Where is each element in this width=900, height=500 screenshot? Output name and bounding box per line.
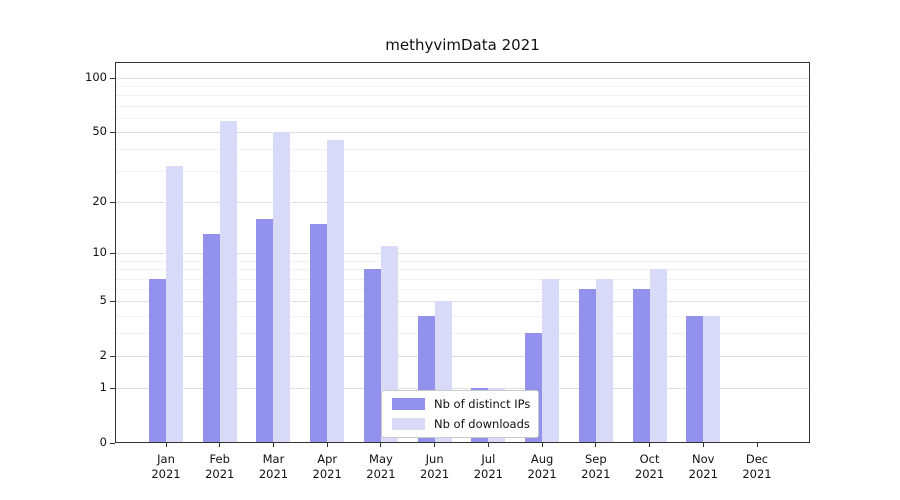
bar-nb-of-downloads-aug-2021 <box>542 278 560 443</box>
legend-label-downloads: Nb of downloads <box>434 417 530 431</box>
gridline-minor-3 <box>115 333 810 335</box>
gridline-minor-7 <box>115 278 810 280</box>
gridline-minor-60 <box>115 117 810 119</box>
y-tick-label-100: 100 <box>85 70 107 84</box>
gridline-1 <box>115 388 810 390</box>
y-tick-mark-0 <box>110 442 115 444</box>
gridline-10 <box>115 253 810 255</box>
gridline-minor-6 <box>115 289 810 291</box>
bar-nb-of-downloads-nov-2021 <box>703 315 721 443</box>
bar-nb-of-downloads-oct-2021 <box>649 269 667 443</box>
x-label-may-2021: May 2021 <box>366 452 396 481</box>
x-label-jan-2021: Jan 2021 <box>151 452 181 481</box>
x-tick-mark-mar-2021 <box>272 443 274 447</box>
bar-nb-of-distinct-ips-jan-2021 <box>149 278 166 443</box>
x-tick-mark-nov-2021 <box>702 443 704 447</box>
gridline-2 <box>115 356 810 358</box>
bar-nb-of-downloads-sep-2021 <box>595 278 613 443</box>
x-label-jun-2021: Jun 2021 <box>419 452 450 481</box>
gridline-minor-70 <box>115 105 810 107</box>
x-tick-mark-may-2021 <box>380 443 382 447</box>
x-tick-mark-dec-2021 <box>756 443 758 447</box>
bar-nb-of-distinct-ips-nov-2021 <box>686 315 704 443</box>
bar-nb-of-downloads-feb-2021 <box>219 120 237 443</box>
y-tick-mark-50 <box>110 131 115 133</box>
legend-swatch-downloads <box>392 418 425 430</box>
x-label-nov-2021: Nov 2021 <box>688 452 718 481</box>
gridline-5 <box>115 301 810 303</box>
y-tick-label-50: 50 <box>92 124 107 139</box>
y-tick-label-10: 10 <box>92 245 107 260</box>
bar-nb-of-distinct-ips-mar-2021 <box>256 218 274 443</box>
y-tick-mark-10 <box>110 252 115 254</box>
bar-nb-of-downloads-jan-2021 <box>166 166 183 443</box>
gridline-minor-30 <box>115 171 810 173</box>
y-tick-label-1: 1 <box>99 380 107 395</box>
gridline-20 <box>115 202 810 204</box>
bar-nb-of-distinct-ips-apr-2021 <box>310 223 328 443</box>
x-label-dec-2021: Dec 2021 <box>742 452 772 481</box>
y-tick-mark-100 <box>110 77 115 79</box>
gridline-100 <box>115 78 810 79</box>
y-tick-label-20: 20 <box>92 194 107 209</box>
legend-item-distinct-ips: Nb of distinct IPs <box>392 397 531 411</box>
bar-nb-of-distinct-ips-may-2021 <box>363 269 381 443</box>
y-tick-mark-20 <box>110 201 115 203</box>
x-tick-mark-oct-2021 <box>649 443 651 447</box>
gridline-minor-90 <box>115 86 810 88</box>
y-tick-mark-5 <box>110 300 115 302</box>
x-label-oct-2021: Oct 2021 <box>634 452 665 481</box>
x-label-feb-2021: Feb 2021 <box>205 452 235 481</box>
gridline-minor-4 <box>115 315 810 317</box>
bar-nb-of-distinct-ips-feb-2021 <box>202 234 220 443</box>
legend: Nb of distinct IPs Nb of downloads <box>381 390 539 438</box>
x-label-apr-2021: Apr 2021 <box>312 452 342 481</box>
x-tick-mark-feb-2021 <box>219 443 221 447</box>
bar-nb-of-distinct-ips-oct-2021 <box>632 289 650 443</box>
gridline-minor-8 <box>115 269 810 271</box>
y-tick-label-0: 0 <box>99 435 107 449</box>
x-tick-mark-jul-2021 <box>487 443 489 447</box>
chart-title: methyvimData 2021 <box>385 36 540 54</box>
x-tick-mark-sep-2021 <box>595 443 597 447</box>
x-label-sep-2021: Sep 2021 <box>581 452 611 481</box>
legend-swatch-distinct-ips <box>392 398 425 410</box>
x-label-aug-2021: Aug 2021 <box>527 452 557 481</box>
legend-item-downloads: Nb of downloads <box>392 417 530 431</box>
bar-nb-of-downloads-apr-2021 <box>327 140 345 443</box>
legend-label-distinct-ips: Nb of distinct IPs <box>434 397 531 411</box>
gridline-minor-80 <box>115 95 810 97</box>
gridline-minor-40 <box>115 149 810 151</box>
x-label-jul-2021: Jul 2021 <box>473 452 503 481</box>
x-tick-mark-jun-2021 <box>434 443 436 447</box>
bar-nb-of-downloads-mar-2021 <box>273 132 291 443</box>
y-tick-label-2: 2 <box>99 348 107 363</box>
gridline-minor-9 <box>115 260 810 262</box>
y-tick-mark-2 <box>110 355 115 357</box>
x-label-mar-2021: Mar 2021 <box>258 452 289 481</box>
bar-nb-of-distinct-ips-sep-2021 <box>578 289 596 443</box>
gridline-50 <box>115 132 810 134</box>
y-tick-label-5: 5 <box>99 293 107 308</box>
x-tick-mark-aug-2021 <box>541 443 543 447</box>
x-tick-mark-apr-2021 <box>326 443 328 447</box>
y-tick-mark-1 <box>110 387 115 389</box>
x-tick-mark-jan-2021 <box>165 443 167 447</box>
